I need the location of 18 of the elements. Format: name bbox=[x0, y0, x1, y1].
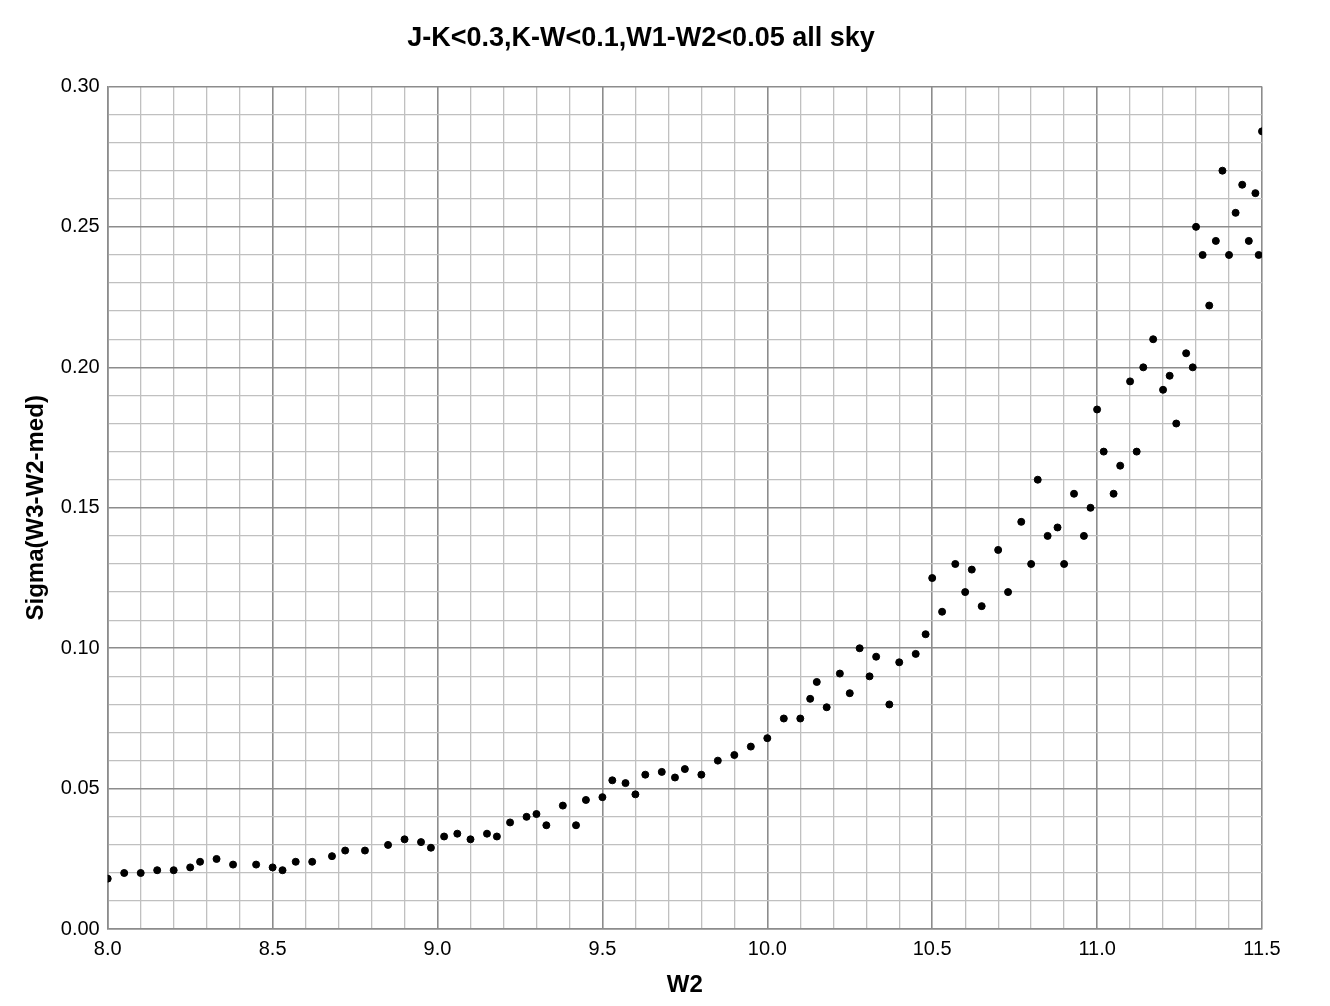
x-tick-label: 10.0 bbox=[747, 936, 787, 959]
y-tick-label: 0.05 bbox=[60, 776, 100, 799]
y-axis-title: Sigma(W3-W2-med) bbox=[21, 395, 49, 621]
y-tick-label: 0.20 bbox=[60, 354, 100, 377]
x-tick-label: 9.0 bbox=[423, 936, 452, 959]
y-tick-label: 0.10 bbox=[60, 635, 100, 658]
y-tick-label: 0.15 bbox=[60, 495, 100, 518]
x-tick-label: 11.0 bbox=[1078, 936, 1116, 959]
x-tick-label: 10.5 bbox=[912, 936, 952, 959]
y-tick-label: 0.25 bbox=[60, 214, 100, 237]
x-axis-title: W2 bbox=[666, 970, 703, 998]
y-tick-label: 0.30 bbox=[60, 73, 100, 96]
x-tick-label: 11.5 bbox=[1243, 936, 1281, 959]
x-tick-label: 8.5 bbox=[258, 936, 287, 959]
x-tick-label: 9.5 bbox=[588, 936, 617, 959]
chart-title: J-K<0.3,K-W<0.1,W1-W2<0.05 all sky bbox=[407, 21, 875, 52]
x-tick-label: 8.0 bbox=[93, 936, 122, 959]
y-tick-label: 0.00 bbox=[60, 916, 100, 939]
